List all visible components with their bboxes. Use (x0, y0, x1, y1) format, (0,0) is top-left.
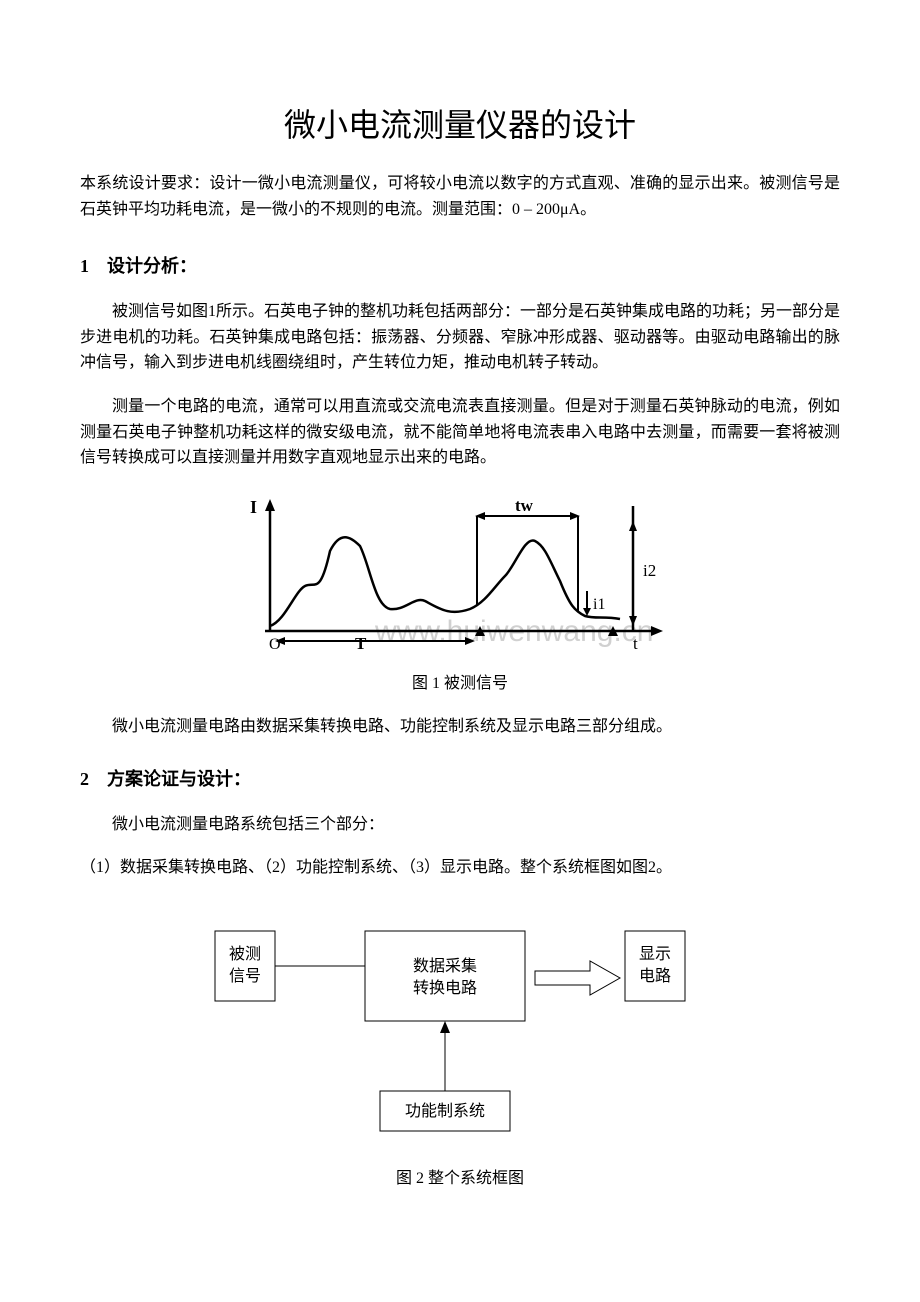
node-control-l1: 功能制系统 (405, 1102, 485, 1120)
section1-heading: 1 设计分析： (80, 252, 840, 281)
section2-title: 方案论证与设计： (107, 769, 251, 789)
section1-p1: 被测信号如图1所示。石英电子钟的整机功耗包括两部分：一部分是石英钟集成电路的功耗… (80, 299, 840, 376)
node-input-l1: 被测 (229, 945, 261, 963)
waveform-path (270, 537, 620, 626)
node-acquire-l2: 转换电路 (413, 979, 477, 997)
i2-label: i2 (643, 561, 656, 580)
i1-label: i1 (593, 596, 605, 613)
node-acquire-l1: 数据采集 (413, 957, 477, 975)
node-display-l2: 电路 (639, 967, 671, 985)
section1-num: 1 (80, 256, 89, 276)
section1-p2: 测量一个电路的电流，通常可以用直流或交流电流表直接测量。但是对于测量石英钟脉动的… (80, 394, 840, 471)
section1-p3: 微小电流测量电路由数据采集转换电路、功能控制系统及显示电路三部分组成。 (80, 714, 840, 740)
origin-label: O (269, 636, 281, 653)
figure1-caption: 图 1 被测信号 (80, 671, 840, 697)
period-label: T (355, 634, 367, 653)
page-title: 微小电流测量仪器的设计 (80, 100, 840, 151)
x-axis-label: t (633, 634, 638, 653)
section1-title: 设计分析： (107, 256, 197, 276)
figure2-block-diagram: 被测 信号 数据采集 转换电路 显示 电路 功能制系统 (185, 921, 735, 1151)
figure2-caption: 图 2 整个系统框图 (80, 1166, 840, 1192)
tw-label: tw (515, 496, 534, 515)
section2-heading: 2 方案论证与设计： (80, 765, 840, 794)
section2-p1: 微小电流测量电路系统包括三个部分： (80, 812, 840, 838)
figure1-signal-waveform: www.huiwenwang.cn I t O T tw i1 i2 (225, 491, 695, 661)
section2-num: 2 (80, 769, 89, 789)
node-input-l2: 信号 (229, 967, 261, 985)
node-display-l1: 显示 (639, 946, 671, 963)
y-axis-label: I (250, 497, 257, 517)
section2-p2: （1）数据采集转换电路、（2）功能控制系统、（3）显示电路。整个系统框图如图2。 (80, 855, 840, 881)
intro-paragraph: 本系统设计要求：设计一微小电流测量仪，可将较小电流以数字的方式直观、准确的显示出… (80, 171, 840, 222)
